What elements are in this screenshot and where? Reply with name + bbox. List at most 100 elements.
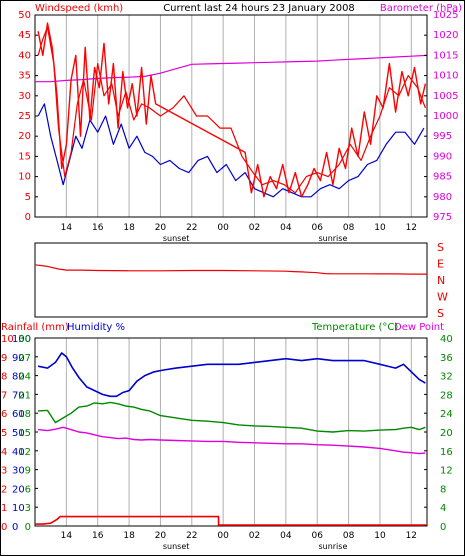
direction-label-3: W <box>437 291 448 304</box>
temperature-left-tick-18: 18 <box>18 409 31 420</box>
direction-panel-frame <box>34 242 428 318</box>
temperature-left-tick-15: 15 <box>18 428 31 439</box>
dewpoint-axis-label: Dew Point <box>394 322 444 333</box>
time-tick-bottom-20: 20 <box>155 531 167 541</box>
barometer-tick-1000: 1000 <box>433 111 458 122</box>
rainfall-axis-label: Rainfall (mm) <box>1 322 69 333</box>
bottom-panel-grid <box>65 338 412 526</box>
time-tick-bottom-10: 10 <box>374 531 386 541</box>
time-tick-top-16: 16 <box>92 223 104 233</box>
time-tick-bottom-14: 14 <box>61 531 73 541</box>
direction-series <box>34 264 427 275</box>
temperature-left-tick-30: 30 <box>18 334 31 345</box>
humidity-tick-60: 60 <box>12 409 25 420</box>
temperature-axis-ticks: 0 4 8 12 16 20 24 28 32 36 40 <box>424 334 453 533</box>
barometer-axis-ticks: 975 980 985 990 995 1000 1005 1010 1015 1020 1025 <box>424 10 458 223</box>
time-tick-top-06: 06 <box>312 223 324 233</box>
time-tick-bottom-00: 00 <box>217 531 229 541</box>
time-tick-bottom-08: 08 <box>343 531 355 541</box>
rainfall-tick-4: 4 <box>1 447 7 458</box>
windspeed-tick-40: 40 <box>18 50 31 61</box>
temperature-left-tick-21: 21 <box>18 390 31 401</box>
windspeed-tick-5: 5 <box>25 192 31 203</box>
time-tick-top-14: 14 <box>61 223 73 233</box>
direction-label-1: E <box>437 258 444 271</box>
temperature-tick-4: 4 <box>440 503 446 514</box>
wind-panel-series <box>35 22 428 198</box>
barometer-tick-985: 985 <box>433 172 452 183</box>
windspeed-tick-25: 25 <box>18 111 31 122</box>
time-tick-top-10: 10 <box>374 223 386 233</box>
windspeed-tick-30: 30 <box>18 91 31 102</box>
barometer-tick-1015: 1015 <box>433 50 458 61</box>
bottom-panel-series <box>35 352 427 526</box>
temperature-line <box>38 401 426 433</box>
time-tick-top-18: 18 <box>123 223 135 233</box>
time-tick-bottom-12: 12 <box>406 531 417 541</box>
windspeed-tick-15: 15 <box>18 151 31 162</box>
humidity-tick-40: 40 <box>12 447 25 458</box>
temperature-tick-16: 16 <box>440 447 453 458</box>
humidity-axis-label: Humidity % <box>67 322 125 333</box>
rainfall-tick-7: 7 <box>1 390 7 401</box>
wind-panel-time-ticks: 14 16 18 20 22 00 02 04 06 08 10 12 <box>61 223 417 233</box>
barometer-tick-1010: 1010 <box>433 71 458 82</box>
rainfall-tick-3: 3 <box>1 466 7 477</box>
humidity-line <box>37 352 426 398</box>
time-tick-top-22: 22 <box>186 223 197 233</box>
sunrise-marker-label-bottom: sunrise <box>318 542 347 551</box>
humidity-tick-100: 100 <box>12 334 31 345</box>
barometer-tick-1025: 1025 <box>433 10 458 21</box>
rainfall-tick-6: 6 <box>1 409 7 420</box>
time-tick-top-20: 20 <box>155 223 167 233</box>
rainfall-tick-2: 2 <box>1 484 7 495</box>
time-tick-bottom-04: 04 <box>280 531 292 541</box>
wind-panel-grid <box>65 15 412 217</box>
time-tick-bottom-06: 06 <box>312 531 324 541</box>
rainfall-tick-9: 9 <box>1 353 7 364</box>
bottom-panel-time-ticks: 14 16 18 20 22 00 02 04 06 08 10 12 <box>61 531 417 541</box>
wind-direction-line <box>34 264 427 275</box>
temperature-axis-label: Temperature (°C) <box>311 322 398 333</box>
temperature-tick-28: 28 <box>440 390 453 401</box>
temperature-tick-24: 24 <box>440 409 453 420</box>
average-wind-line <box>37 103 425 198</box>
dewpoint-line <box>38 426 426 455</box>
humidity-tick-30: 30 <box>12 466 25 477</box>
direction-label-0: S <box>437 241 444 254</box>
direction-label-2: N <box>437 274 445 287</box>
temperature-left-tick-6: 6 <box>25 484 31 495</box>
time-tick-bottom-02: 02 <box>249 531 260 541</box>
barometer-tick-975: 975 <box>433 212 452 223</box>
windspeed-axis-ticks: 0 5 10 15 20 25 30 35 40 45 50 <box>18 10 38 223</box>
barometer-tick-1020: 1020 <box>433 30 458 41</box>
gust-line <box>37 22 427 198</box>
humidity-tick-90: 90 <box>12 353 25 364</box>
temperature-left-tick-0: 0 <box>25 522 31 533</box>
time-tick-bottom-18: 18 <box>123 531 135 541</box>
windspeed-tick-20: 20 <box>18 131 31 142</box>
sunset-marker-label-bottom: sunset <box>163 542 190 551</box>
rainfall-line <box>35 515 427 526</box>
temperature-tick-32: 32 <box>440 372 453 383</box>
temperature-left-tick-9: 9 <box>25 466 31 477</box>
humidity-tick-50: 50 <box>12 428 25 439</box>
rainfall-tick-5: 5 <box>1 428 7 439</box>
time-tick-bottom-22: 22 <box>186 531 197 541</box>
humidity-tick-70: 70 <box>12 390 25 401</box>
temperature-tick-20: 20 <box>440 428 453 439</box>
humidity-tick-20: 20 <box>12 484 25 495</box>
time-tick-top-04: 04 <box>280 223 292 233</box>
humidity-tick-0: 0 <box>12 522 18 533</box>
temperature-left-tick-24: 24 <box>18 372 31 383</box>
barometer-tick-995: 995 <box>433 131 452 142</box>
temperature-tick-40: 40 <box>440 334 453 345</box>
direction-label-4: S <box>437 307 444 320</box>
rainfall-tick-0: 0 <box>1 522 7 533</box>
